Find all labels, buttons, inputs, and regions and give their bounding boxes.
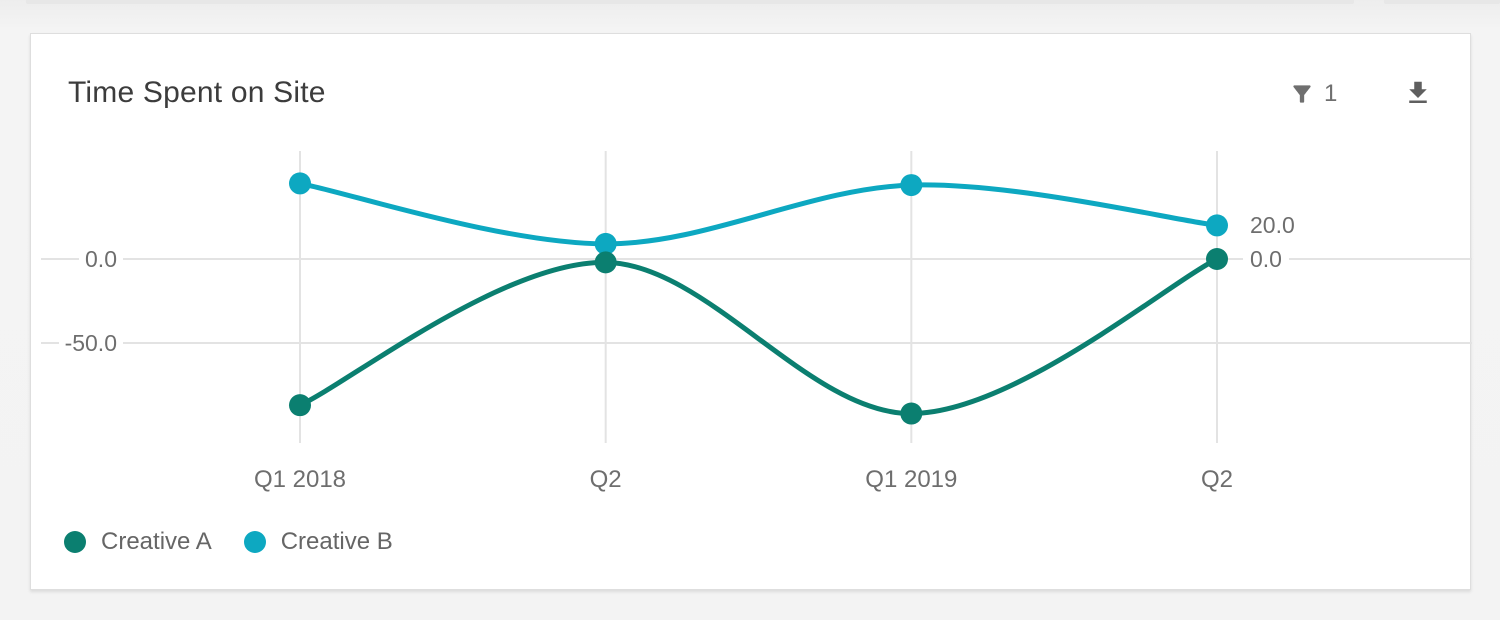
data-point-creative-a[interactable] [289, 394, 311, 417]
filter-button[interactable]: 1 [1289, 80, 1337, 108]
x-tick-label: Q2 [589, 466, 622, 493]
x-tick-label: Q2 [1200, 466, 1233, 493]
chart-title: Time Spent on Site [68, 76, 326, 109]
legend-label: Creative A [101, 528, 212, 555]
download-button[interactable] [1403, 78, 1433, 108]
x-tick-label: Q1 2019 [865, 466, 958, 493]
data-point-creative-b[interactable] [1206, 214, 1228, 237]
funnel-icon [1293, 85, 1311, 103]
data-point-creative-b[interactable] [289, 172, 311, 195]
legend-dot-icon [243, 531, 266, 553]
data-point-creative-a[interactable] [594, 251, 617, 274]
y-tick-label: -50.0 [31, 329, 123, 357]
data-point-creative-a[interactable] [900, 402, 923, 425]
series-end-value-label: 20.0 [1243, 211, 1302, 239]
legend-item-creative-b[interactable]: Creative B [243, 528, 393, 556]
line-chart [41, 151, 1472, 443]
data-point-creative-b[interactable] [594, 232, 617, 255]
series-end-value-label: 0.0 [1243, 245, 1289, 273]
legend-dot-icon [64, 531, 86, 553]
data-point-creative-a[interactable] [1206, 248, 1228, 270]
series-line-creative-a [297, 256, 1220, 417]
download-icon [1409, 81, 1427, 103]
y-tick-label: 0.0 [31, 245, 123, 273]
data-point-creative-b[interactable] [900, 174, 923, 197]
legend-item-creative-a[interactable]: Creative A [64, 528, 212, 556]
chart-card: Time Spent on Site 1 0.0 -50.0 0.0 20.0 Q1… [30, 33, 1472, 590]
series-line-creative-b [297, 180, 1220, 247]
filter-count: 1 [1324, 80, 1338, 107]
x-tick-label: Q1 2018 [253, 466, 347, 493]
legend: Creative A Creative B [64, 528, 393, 556]
card-above-right-edge [1384, 0, 1500, 4]
legend-label: Creative B [280, 528, 393, 555]
card-above-left-edge [26, 0, 1354, 4]
